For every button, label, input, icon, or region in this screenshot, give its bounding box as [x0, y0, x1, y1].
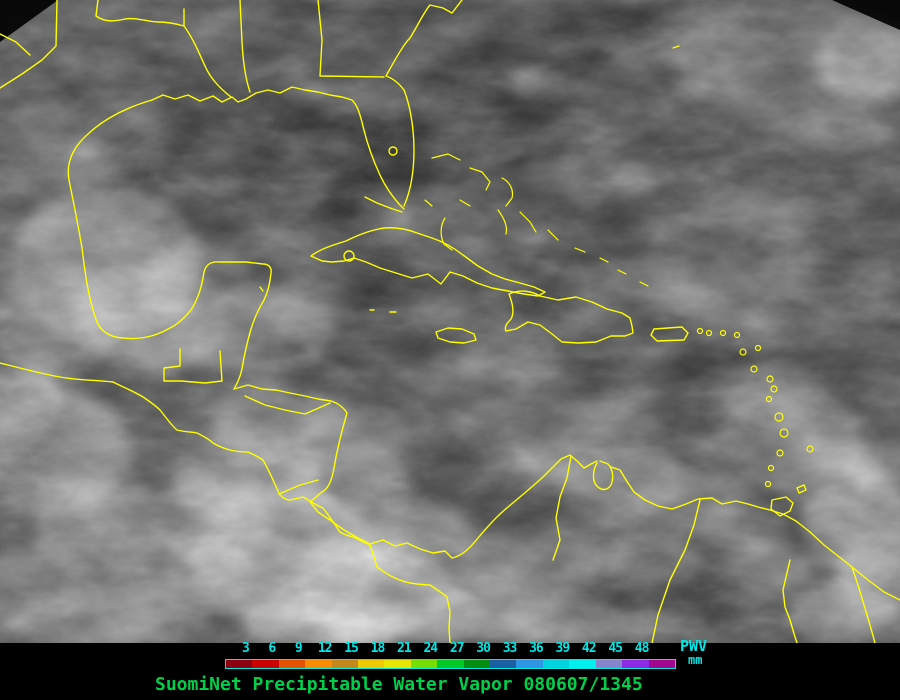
scale-color-segment: [463, 660, 491, 668]
scale-color-segment: [226, 660, 253, 668]
scale-color-segment: [595, 660, 623, 668]
scale-color-segment: [331, 660, 359, 668]
scale-tick-label: 12: [317, 641, 333, 656]
scale-tick-label: 48: [634, 641, 650, 656]
scale-tick-label: 15: [344, 641, 359, 656]
scale-tick-label: 27: [449, 641, 465, 656]
scale-tick-label: 9: [294, 641, 303, 656]
scale-color-segment: [622, 660, 649, 668]
scan-edge-left: [0, 0, 58, 42]
scale-color-segment: [358, 660, 385, 668]
scale-color-segment: [490, 660, 517, 668]
scale-color-segment: [252, 660, 279, 668]
scale-color-segment: [648, 660, 675, 668]
central-america-coast: [0, 348, 453, 643]
puerto-rico-coast: [650, 326, 689, 342]
pwv-legend: 3 6 9 12 15 18 21 24 27 30 33 36 39 42 45 48 PWV mm Suo…: [0, 639, 900, 700]
trinidad-tobago: [770, 484, 807, 517]
scale-color-segment: [384, 660, 411, 668]
scale-color-segment: [437, 660, 464, 668]
units-label-mm: mm: [688, 653, 703, 667]
hispaniola-coast: [504, 290, 634, 344]
scale-color-segment: [569, 660, 596, 668]
scale-tick-label: 3: [241, 641, 250, 656]
florida-coast: [364, 0, 463, 213]
coastline-overlay: [0, 0, 900, 643]
scale-tick-label: 39: [555, 641, 571, 656]
scale-tick-label: 36: [529, 641, 544, 656]
sensor-grain: [0, 0, 900, 643]
scale-tick-label: 6: [268, 641, 276, 656]
scale-color-segment: [278, 660, 306, 668]
scale-tick-label: 30: [476, 641, 491, 656]
scale-tick-label: 18: [370, 641, 386, 656]
scale-color-segment: [410, 660, 438, 668]
pwv-color-scale-bar: [225, 659, 676, 669]
scale-tick-label: 24: [423, 641, 438, 656]
scale-color-segment: [516, 660, 543, 668]
scale-tick-label: 21: [397, 641, 412, 656]
south-america-coast: [451, 454, 900, 643]
scale-color-segment: [542, 660, 570, 668]
jamaica-coast: [369, 309, 477, 344]
lesser-antilles-islands: [696, 327, 814, 488]
scan-edge-right: [832, 0, 900, 30]
scale-color-segment: [305, 660, 332, 668]
satellite-image: [0, 0, 900, 643]
scale-tick-labels: 3 6 9 12 15 18 21 24 27 30 33 36 39 42 45 48: [226, 641, 675, 656]
bahamas-islands: [424, 45, 680, 287]
scale-tick-label: 42: [581, 641, 597, 656]
scale-tick-label: 45: [608, 641, 623, 656]
cuba-coast: [310, 227, 546, 297]
scale-tick-label: 33: [502, 641, 518, 656]
units-label-pwv: PWV: [680, 637, 708, 655]
product-title: SuomiNet Precipitable Water Vapor 080607…: [155, 674, 643, 695]
gulf-coast: [67, 86, 405, 390]
us-state-borders: [0, 0, 385, 98]
